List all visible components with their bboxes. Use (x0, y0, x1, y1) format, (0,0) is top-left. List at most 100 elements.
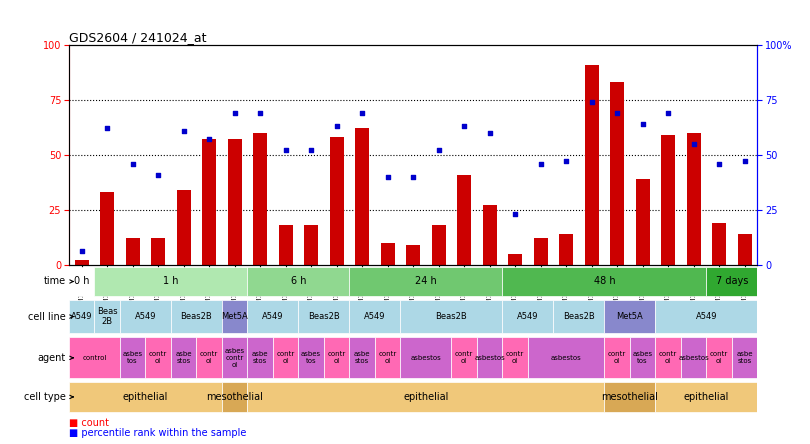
Bar (483, 205, 497, 265)
Bar (75, 260, 88, 265)
Text: 1 h: 1 h (163, 277, 178, 286)
Bar (202, 139, 216, 265)
Point (483, 129, 496, 136)
Bar (304, 225, 318, 265)
Point (356, 109, 369, 116)
Point (407, 173, 420, 180)
Bar (508, 254, 522, 265)
Bar (636, 179, 650, 265)
Bar (69, 382, 222, 412)
Bar (247, 337, 273, 378)
Bar (553, 300, 604, 333)
Text: contr
ol: contr ol (149, 351, 167, 365)
Bar (687, 133, 701, 265)
Bar (298, 300, 349, 333)
Text: asbes
tos: asbes tos (301, 351, 321, 365)
Bar (375, 337, 400, 378)
Bar (559, 234, 573, 265)
Bar (222, 337, 247, 378)
Text: asbe
stos: asbe stos (354, 351, 370, 365)
Bar (196, 337, 222, 378)
Point (228, 109, 241, 116)
Point (687, 140, 700, 147)
Point (662, 109, 675, 116)
Bar (400, 337, 451, 378)
Bar (120, 337, 145, 378)
Text: 6 h: 6 h (291, 277, 306, 286)
Bar (100, 192, 114, 265)
Point (560, 158, 573, 165)
Text: A549: A549 (517, 312, 539, 321)
Point (126, 160, 139, 167)
Bar (120, 300, 171, 333)
Text: asbes
tos: asbes tos (633, 351, 653, 365)
Bar (228, 139, 241, 265)
Text: agent: agent (37, 353, 66, 363)
Text: asbestos: asbestos (678, 355, 709, 361)
Bar (279, 225, 292, 265)
Point (202, 136, 215, 143)
Bar (222, 300, 247, 333)
Text: Beas2B: Beas2B (436, 312, 467, 321)
Bar (222, 382, 247, 412)
Bar (712, 223, 726, 265)
Bar (94, 267, 247, 296)
Text: contr
ol: contr ol (506, 351, 524, 365)
Bar (477, 337, 502, 378)
Bar (151, 238, 165, 265)
Bar (69, 267, 94, 296)
Point (585, 99, 598, 106)
Bar (247, 267, 349, 296)
Bar (502, 300, 553, 333)
Bar (145, 337, 171, 378)
Text: contr
ol: contr ol (200, 351, 218, 365)
Point (534, 160, 547, 167)
Point (75, 248, 88, 255)
Point (279, 147, 292, 154)
Text: contr
ol: contr ol (608, 351, 626, 365)
Bar (630, 337, 655, 378)
Bar (451, 337, 477, 378)
Text: asbe
stos: asbe stos (252, 351, 268, 365)
Bar (298, 337, 324, 378)
Text: asbes
tos: asbes tos (122, 351, 143, 365)
Bar (247, 382, 604, 412)
Bar (706, 267, 757, 296)
Bar (177, 190, 190, 265)
Text: asbestos: asbestos (551, 355, 582, 361)
Bar (604, 300, 655, 333)
Text: time: time (43, 277, 66, 286)
Text: ■ count: ■ count (69, 418, 109, 428)
Text: A549: A549 (262, 312, 284, 321)
Bar (94, 300, 120, 333)
Bar (247, 300, 298, 333)
Text: A549: A549 (364, 312, 386, 321)
Text: contr
ol: contr ol (276, 351, 295, 365)
Text: 7 days: 7 days (716, 277, 748, 286)
Text: A549: A549 (696, 312, 717, 321)
Bar (681, 337, 706, 378)
Text: mesothelial: mesothelial (601, 392, 659, 402)
Bar (381, 242, 394, 265)
Bar (432, 225, 446, 265)
Point (509, 210, 522, 218)
Text: epithelial: epithelial (122, 392, 168, 402)
Bar (349, 337, 375, 378)
Bar (655, 337, 681, 378)
Point (611, 109, 624, 116)
Bar (661, 135, 675, 265)
Point (151, 171, 164, 178)
Text: asbes
contr
ol: asbes contr ol (224, 348, 245, 368)
Bar (171, 337, 196, 378)
Point (432, 147, 445, 154)
Text: contr
ol: contr ol (455, 351, 473, 365)
Bar (126, 238, 139, 265)
Text: epithelial: epithelial (684, 392, 729, 402)
Point (254, 109, 266, 116)
Bar (585, 65, 599, 265)
Text: Met5A: Met5A (221, 312, 248, 321)
Bar (253, 133, 267, 265)
Text: asbe
stos: asbe stos (175, 351, 192, 365)
Bar (655, 382, 757, 412)
Text: Beas2B: Beas2B (181, 312, 212, 321)
